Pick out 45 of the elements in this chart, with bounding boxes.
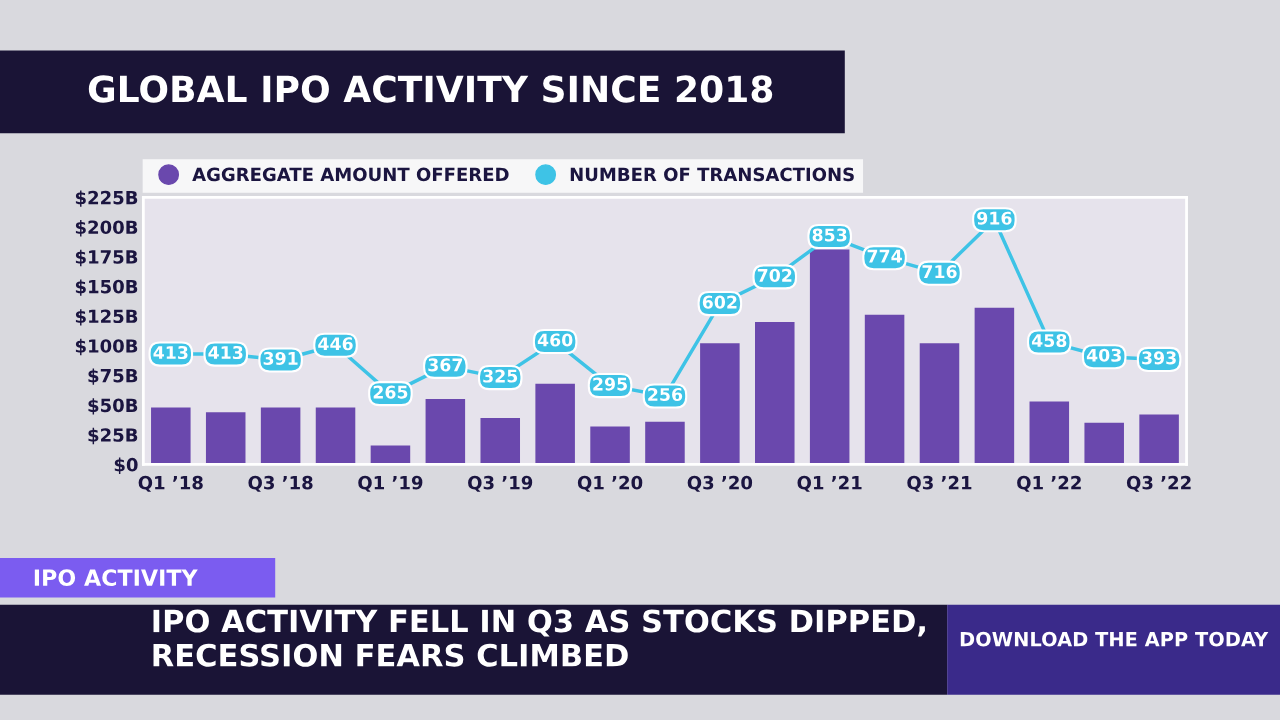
text: DOWNLOAD THE APP TODAY	[960, 631, 1269, 647]
bar	[315, 407, 356, 465]
x-tick-label: Q3 ’20	[687, 475, 753, 492]
bar	[535, 383, 575, 465]
x-tick-label: Q3 ’19	[468, 475, 533, 492]
bar	[480, 418, 521, 465]
x-tick-label: Q1 ’18	[138, 475, 203, 492]
bar	[151, 407, 191, 465]
y-tick-label: $50B	[88, 398, 138, 415]
bar	[205, 412, 246, 465]
legend-label: AGGREGATE AMOUNT OFFERED	[192, 167, 509, 182]
bar	[864, 314, 905, 465]
x-tick-label: Q1 ’21	[797, 475, 862, 492]
bar	[755, 321, 795, 465]
bar	[919, 343, 960, 465]
legend-label: NUMBER OF TRANSACTIONS	[570, 167, 854, 182]
text: IPO ACTIVITY	[34, 569, 198, 587]
bar	[1139, 414, 1179, 465]
text: IPO ACTIVITY FELL IN Q3 AS STOCKS DIPPED, RECESSION FEARS CLIMBED	[153, 609, 925, 667]
y-tick-label: $0	[114, 457, 138, 474]
y-tick-label: $25B	[88, 427, 138, 445]
x-tick-label: Q3 ’18	[248, 475, 313, 492]
bar	[1084, 422, 1124, 465]
bar	[645, 421, 685, 465]
bar	[590, 426, 630, 465]
bar	[425, 399, 466, 465]
bar	[700, 343, 740, 465]
x-tick-label: Q1 ’22	[1017, 475, 1081, 492]
bar	[260, 407, 301, 465]
y-tick-label: $200B	[75, 220, 138, 237]
y-tick-label: $125B	[75, 309, 138, 326]
x-tick-label: Q3 ’21	[907, 475, 972, 492]
y-tick-label: $175B	[75, 249, 138, 267]
y-tick-label: $150B	[75, 279, 138, 296]
bar	[809, 249, 850, 465]
y-tick-label: $100B	[75, 338, 138, 356]
y-tick-label: $225B	[75, 190, 138, 207]
x-tick-label: Q1 ’20	[577, 475, 643, 492]
bar	[370, 445, 411, 465]
chart-title: GLOBAL IPO ACTIVITY SINCE 2018	[88, 75, 773, 103]
bar	[974, 307, 1015, 465]
x-tick-label: Q1 ’19	[358, 475, 423, 492]
x-tick-label: Q3 ’22	[1126, 475, 1191, 492]
bar	[1029, 401, 1070, 465]
y-tick-label: $75B	[88, 368, 138, 385]
